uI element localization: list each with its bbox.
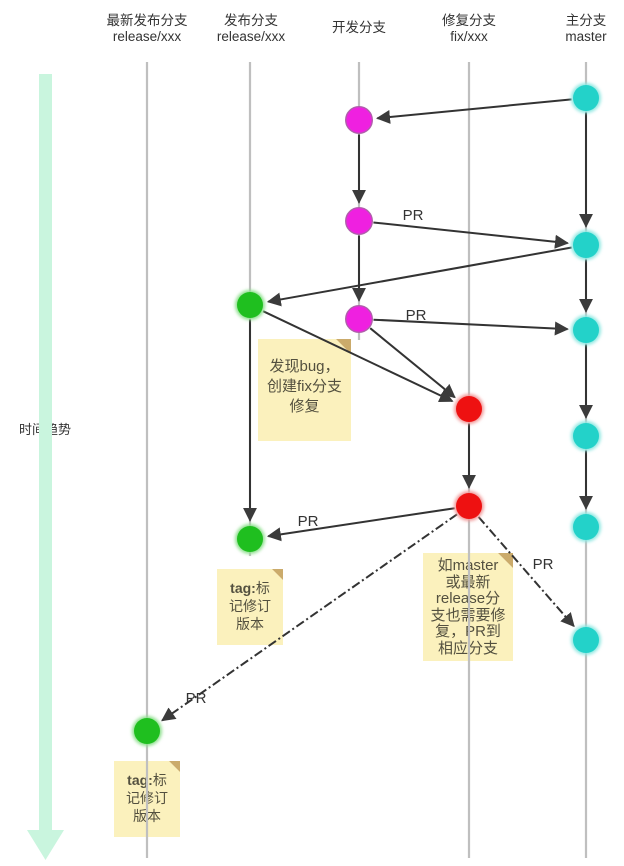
svg-text:PR: PR xyxy=(186,690,207,707)
svg-text:PR: PR xyxy=(298,513,319,530)
svg-text:PR: PR xyxy=(533,556,554,573)
svg-text:PR: PR xyxy=(406,307,427,324)
svg-text:PR: PR xyxy=(403,207,424,224)
